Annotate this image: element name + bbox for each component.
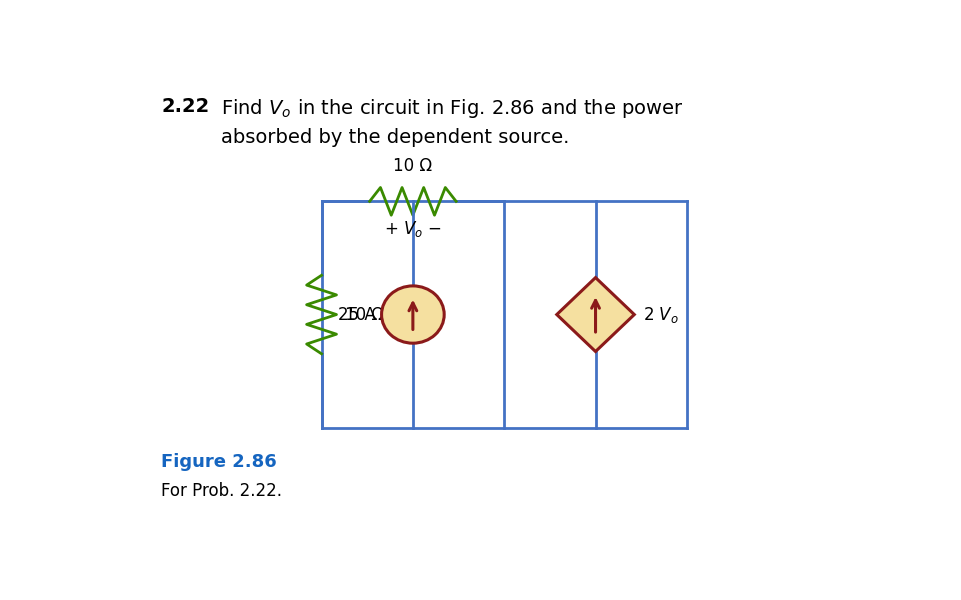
Text: Find $V_o$ in the circuit in Fig. 2.86 and the power: Find $V_o$ in the circuit in Fig. 2.86 a… [221, 97, 682, 121]
Text: + $V_o$ −: + $V_o$ − [383, 219, 441, 239]
Text: Figure 2.86: Figure 2.86 [161, 453, 277, 471]
Text: absorbed by the dependent source.: absorbed by the dependent source. [221, 128, 569, 148]
Polygon shape [556, 278, 633, 352]
Text: 10 Ω: 10 Ω [345, 305, 384, 323]
Text: 2 $V_o$: 2 $V_o$ [643, 305, 678, 325]
Ellipse shape [382, 286, 444, 343]
Text: 10 Ω: 10 Ω [393, 157, 432, 175]
Text: 25 A: 25 A [337, 305, 375, 323]
Text: 2.22: 2.22 [161, 97, 209, 116]
Text: For Prob. 2.22.: For Prob. 2.22. [161, 482, 282, 500]
